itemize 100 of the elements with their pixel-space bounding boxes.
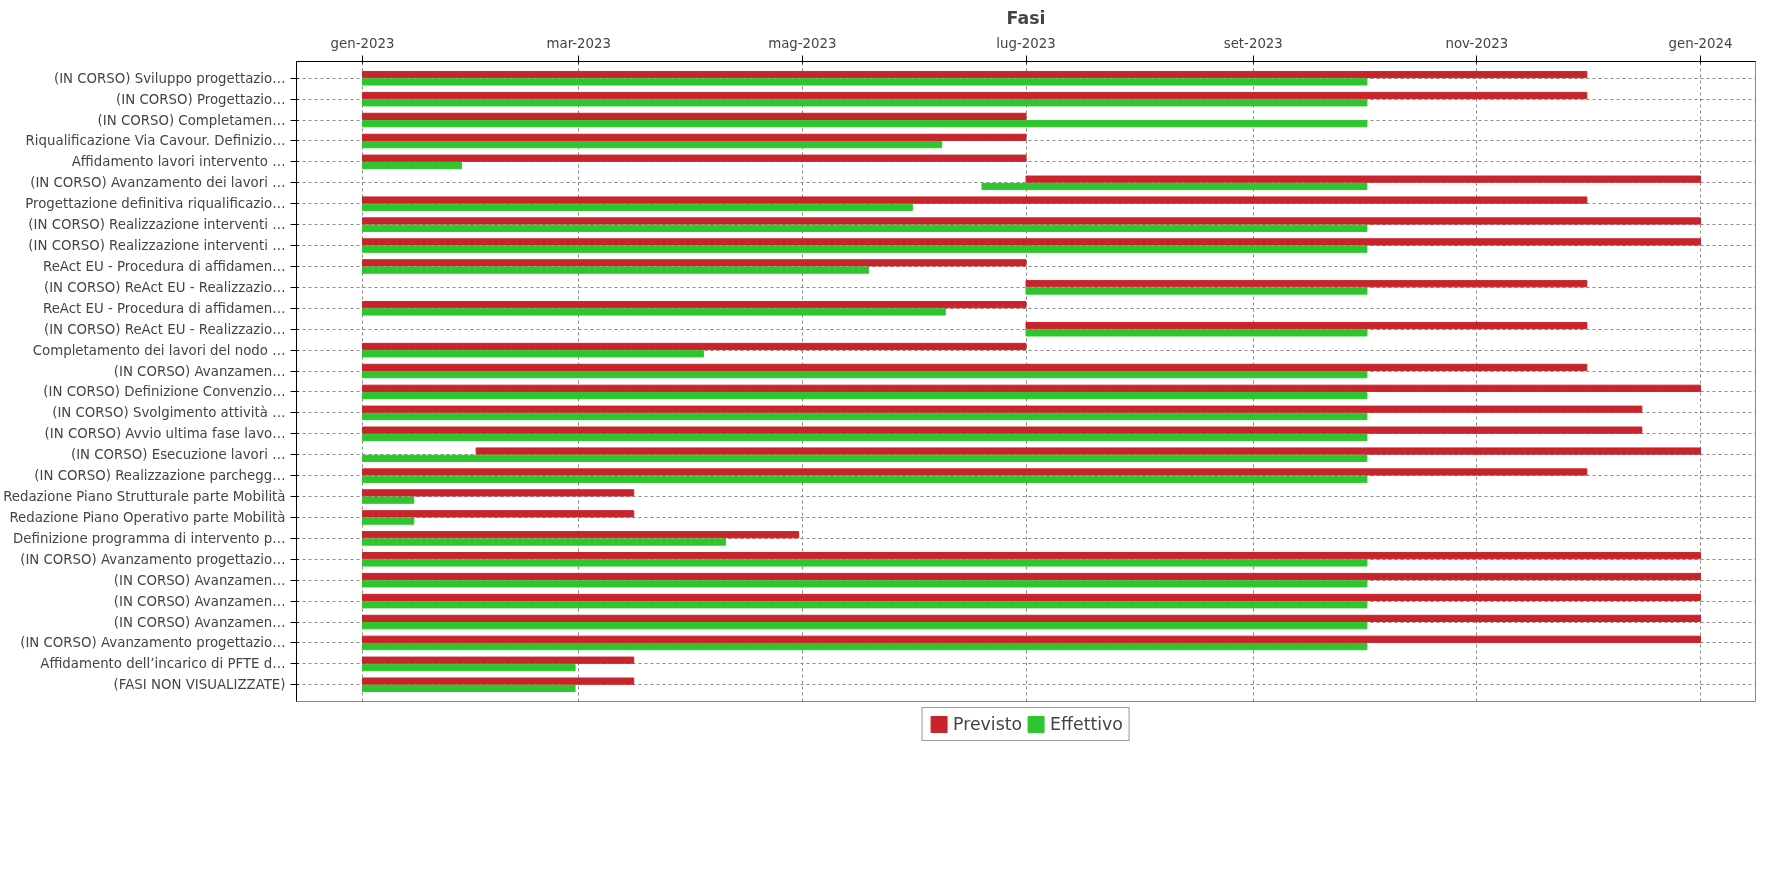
- legend-label: Previsto: [953, 714, 1023, 734]
- y-tick-label: (IN CORSO) Definizione Convenzio…: [43, 384, 286, 400]
- bar: [361, 468, 1588, 476]
- bar: [361, 238, 1702, 246]
- bar: [361, 120, 1368, 128]
- bar: [361, 489, 635, 497]
- bar: [361, 510, 635, 518]
- bar: [1025, 321, 1588, 330]
- bar: [361, 656, 635, 664]
- bar: [361, 154, 1027, 162]
- y-tick-label: (IN CORSO) Avanzamen…: [113, 363, 286, 379]
- y-tick-label: Progettazione definitiva riqualificazio…: [25, 196, 286, 212]
- x-tick-label: gen-2024: [1668, 35, 1733, 51]
- y-tick-label: (IN CORSO) Avanzamento dei lavori …: [30, 175, 286, 191]
- bar: [361, 91, 1588, 100]
- bar: [361, 433, 1368, 442]
- bar: [361, 99, 1368, 107]
- bar: [1025, 287, 1368, 295]
- y-tick-label: (IN CORSO) Avanzamen…: [113, 593, 286, 609]
- x-tick-label: mar-2023: [546, 35, 612, 51]
- y-tick-label: Affidamento dell’incarico di PFTE d…: [40, 656, 286, 672]
- y-tick-label: Affidamento lavori intervento …: [71, 154, 286, 170]
- legend-label: Effettivo: [1050, 714, 1123, 734]
- bar: [361, 112, 1027, 121]
- bar: [475, 447, 1702, 455]
- y-tick-label: Redazione Piano Operativo parte Mobilità: [9, 509, 286, 525]
- bar: [361, 203, 913, 211]
- y-tick-label: (IN CORSO) Esecuzione lavori …: [70, 447, 286, 463]
- bar: [361, 622, 1368, 630]
- y-tick-label: (IN CORSO) ReAct EU - Realizzazio…: [43, 279, 286, 295]
- bar: [361, 384, 1702, 392]
- bar: [361, 454, 1368, 462]
- bar: [361, 593, 1702, 602]
- bar: [361, 572, 1702, 581]
- bar: [361, 580, 1368, 588]
- y-tick-label: (FASI NON VISUALIZZATE): [113, 677, 286, 693]
- y-tick-label: (IN CORSO) Realizzazione parchegg…: [34, 468, 286, 484]
- y-tick-label: (IN CORSO) Progettazio…: [116, 91, 286, 107]
- bar: [361, 601, 1368, 609]
- y-tick-label: ReAct EU - Procedura di affidamen…: [43, 258, 286, 274]
- bar: [361, 217, 1702, 225]
- bar: [361, 412, 1368, 421]
- bar: [361, 426, 1643, 434]
- bar: [361, 517, 415, 525]
- y-tick-label: Riqualificazione Via Cavour. Definizio…: [25, 133, 286, 149]
- bar: [361, 259, 1027, 267]
- y-tick-label: (IN CORSO) Svolgimento attività …: [52, 405, 286, 421]
- x-tick-label: set-2023: [1223, 35, 1283, 51]
- bar: [1025, 280, 1588, 288]
- bar: [361, 78, 1368, 86]
- y-tick-label: (IN CORSO) Sviluppo progettazio…: [53, 70, 286, 86]
- y-tick-label: ReAct EU - Procedura di affidamen…: [43, 300, 286, 316]
- bar: [361, 531, 800, 539]
- bar: [981, 182, 1368, 191]
- bar: [361, 496, 415, 504]
- y-tick-label: (IN CORSO) Realizzazione interventi …: [28, 238, 286, 254]
- y-tick-label: (IN CORSO) Realizzazione interventi …: [28, 217, 286, 233]
- bar: [361, 371, 1368, 379]
- y-tick-label: (IN CORSO) Completamen…: [97, 112, 286, 128]
- bar: [361, 677, 635, 685]
- bar: [361, 663, 576, 672]
- bar: [361, 224, 1368, 232]
- bar: [361, 266, 869, 274]
- y-tick-label: (IN CORSO) Avvio ultima fase lavo…: [44, 426, 286, 442]
- y-tick-label: (IN CORSO) Avanzamen…: [113, 614, 286, 630]
- bar: [361, 642, 1368, 651]
- bar: [1025, 175, 1702, 183]
- bar: [361, 475, 1368, 483]
- bar: [361, 614, 1702, 622]
- bar: [361, 559, 1368, 567]
- y-tick-label: (IN CORSO) ReAct EU - Realizzazio…: [43, 321, 286, 337]
- x-tick-label: mag-2023: [768, 35, 837, 51]
- bar: [361, 308, 946, 316]
- bar: [361, 301, 1027, 309]
- bar: [361, 538, 726, 546]
- bar: [361, 196, 1588, 204]
- y-tick-label: (IN CORSO) Avanzamento progettazio…: [20, 551, 286, 567]
- bar: [361, 161, 462, 170]
- y-tick-label: Completamento dei lavori del nodo …: [32, 342, 286, 358]
- bar: [361, 363, 1588, 371]
- bar: [361, 70, 1588, 79]
- bar: [361, 552, 1702, 560]
- y-tick-label: (IN CORSO) Avanzamento progettazio…: [20, 635, 286, 651]
- bar: [361, 635, 1702, 643]
- bar: [361, 245, 1368, 253]
- bar: [361, 684, 576, 693]
- y-tick-label: Definizione programma di intervento p…: [13, 530, 286, 546]
- x-tick-label: lug-2023: [996, 35, 1056, 51]
- bar: [361, 405, 1643, 413]
- bar: [361, 133, 1027, 141]
- bar: [361, 392, 1368, 400]
- chart-title: Fasi: [1006, 7, 1046, 28]
- x-tick-label: gen-2023: [330, 35, 395, 51]
- bar: [361, 350, 704, 358]
- bar: [361, 342, 1027, 351]
- bar: [361, 141, 943, 149]
- y-tick-label: (IN CORSO) Avanzamen…: [113, 572, 286, 588]
- x-tick-label: nov-2023: [1445, 35, 1509, 51]
- y-tick-label: Redazione Piano Strutturale parte Mobilità: [3, 489, 286, 505]
- bar: [1025, 329, 1368, 337]
